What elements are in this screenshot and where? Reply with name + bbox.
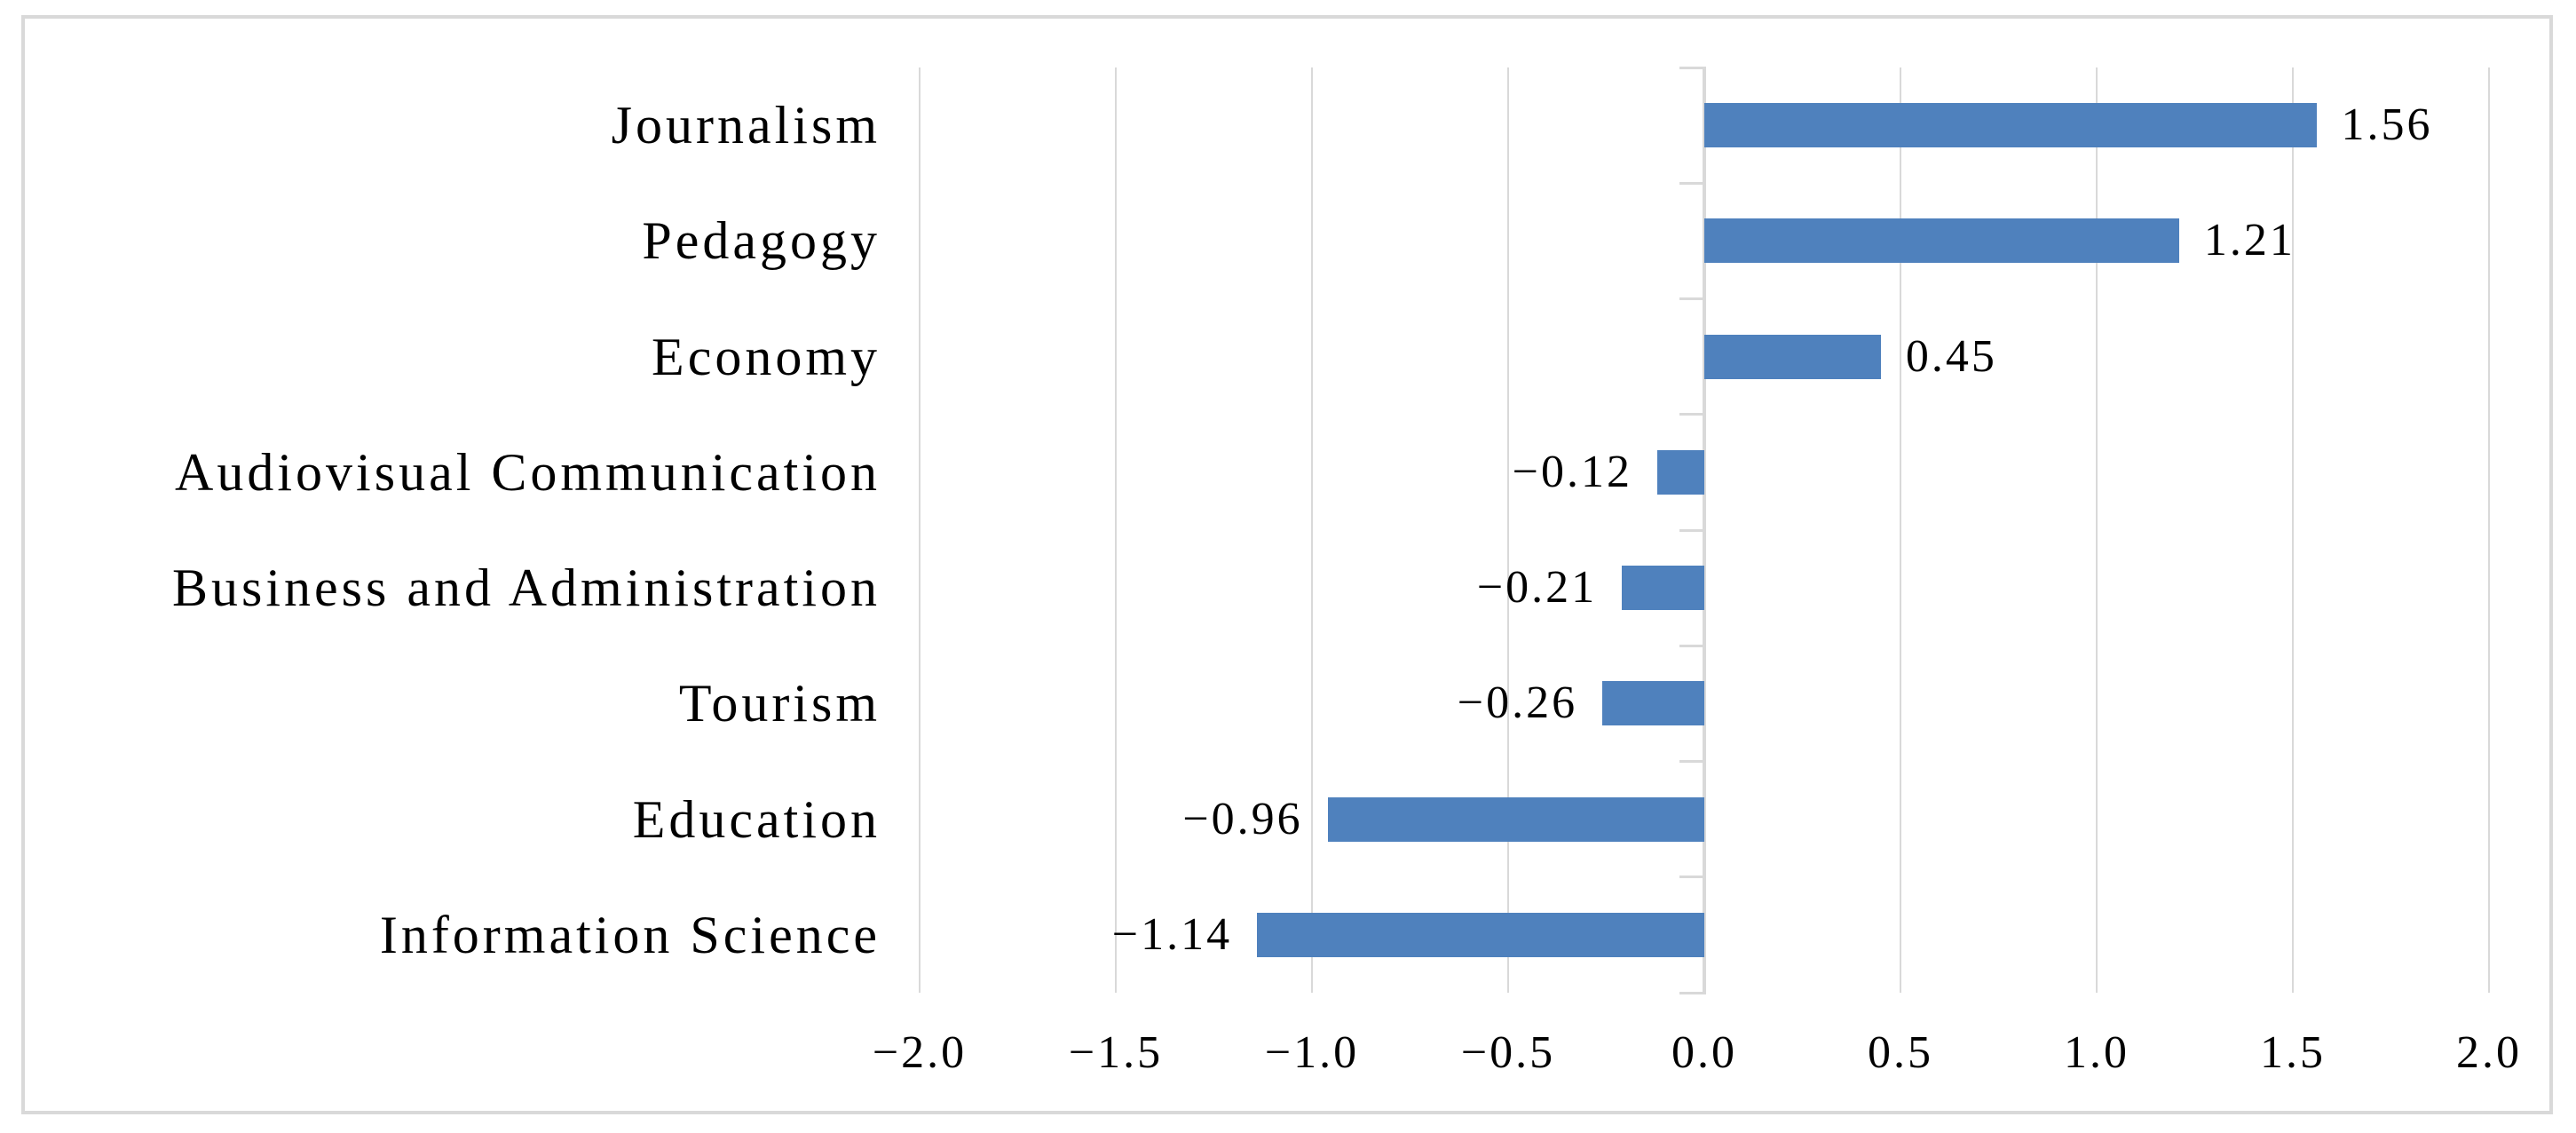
category-label: Tourism (678, 674, 881, 733)
value-axis-tick (1679, 297, 1706, 300)
gridline (2096, 67, 2098, 993)
x-axis-tick-label: −0.5 (1460, 1027, 1556, 1078)
bar (1257, 912, 1704, 957)
data-label: −0.96 (1182, 793, 1303, 844)
x-axis-tick-label: 1.0 (2064, 1027, 2130, 1078)
data-label: 1.56 (2341, 99, 2433, 151)
gridline (1900, 67, 1901, 993)
bar (1704, 218, 2179, 264)
category-label: Economy (652, 327, 881, 386)
data-label: 0.45 (1905, 330, 1997, 382)
bar (1704, 103, 2317, 148)
gridline (1507, 67, 1509, 993)
category-label: Education (632, 789, 881, 849)
value-axis-tick (1679, 876, 1706, 879)
gridline (1115, 67, 1117, 993)
value-axis-tick (1679, 413, 1706, 416)
gridline (1311, 67, 1313, 993)
category-label: Pedagogy (642, 211, 881, 271)
data-label: −0.21 (1476, 562, 1598, 614)
x-axis-tick-label: −1.5 (1068, 1027, 1164, 1078)
gridline (2292, 67, 2294, 993)
x-axis-tick-label: 2.0 (2456, 1027, 2522, 1078)
gridline (2488, 67, 2490, 993)
x-axis-tick-label: 0.0 (1671, 1027, 1737, 1078)
data-label: −0.26 (1457, 677, 1578, 729)
bar (1622, 566, 1704, 611)
data-label: −0.12 (1512, 446, 1632, 497)
value-axis-tick (1679, 66, 1706, 69)
gridline (919, 67, 921, 993)
bar (1327, 796, 1704, 842)
x-axis-tick-label: −1.0 (1264, 1027, 1360, 1078)
bar (1656, 449, 1704, 495)
value-axis-tick (1679, 528, 1706, 532)
category-label: Information Science (379, 905, 881, 964)
category-label: Business and Administration (172, 559, 881, 618)
bar (1704, 334, 1881, 379)
value-axis-tick (1679, 991, 1706, 994)
x-axis-tick-label: 0.5 (1868, 1027, 1933, 1078)
category-label: Audiovisual Communication (175, 442, 881, 502)
value-axis-tick (1679, 760, 1706, 763)
category-label: Journalism (611, 96, 881, 155)
bar (1602, 681, 1704, 726)
data-label: 1.21 (2203, 215, 2295, 266)
x-axis-tick-label: −2.0 (872, 1027, 968, 1078)
x-axis-tick-label: 1.5 (2260, 1027, 2326, 1078)
value-axis-tick (1679, 644, 1706, 647)
value-axis-tick (1679, 181, 1706, 185)
data-label: −1.14 (1111, 908, 1233, 960)
